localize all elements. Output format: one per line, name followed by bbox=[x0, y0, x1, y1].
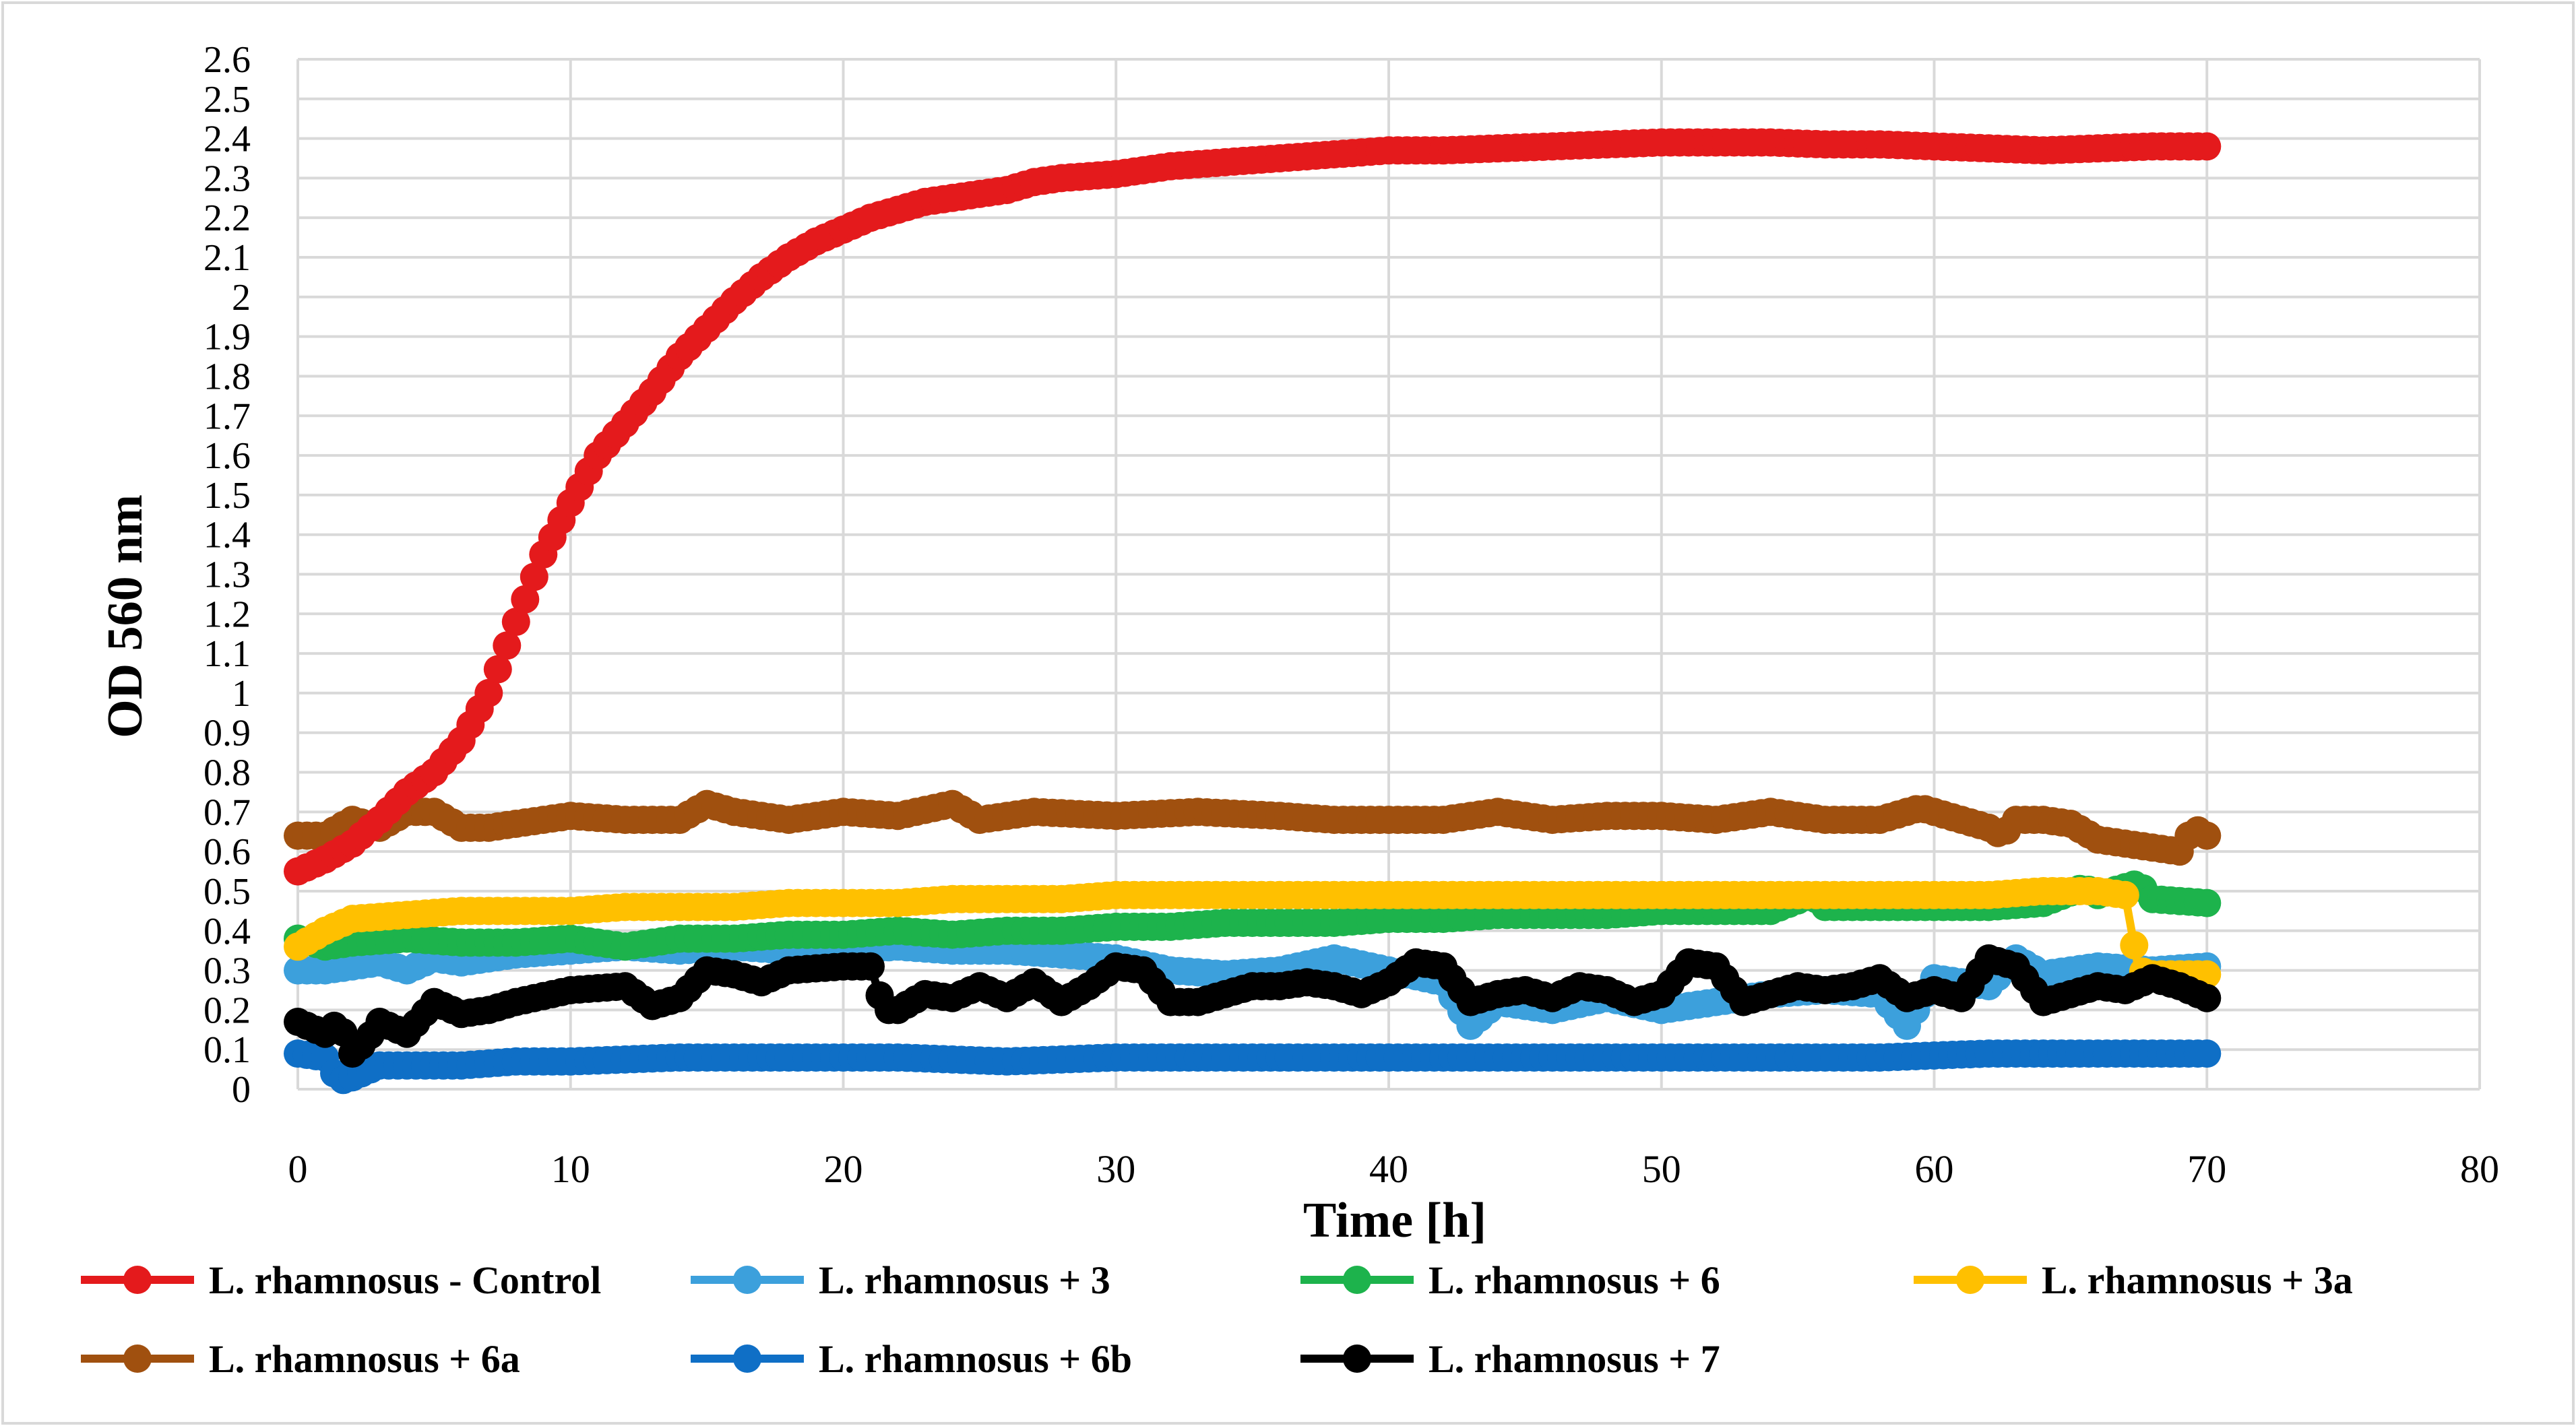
y-tick-label: 2 bbox=[232, 277, 251, 319]
y-tick-label: 1.5 bbox=[203, 475, 251, 517]
legend: L. rhamnosus - Control L. rhamnosus + 3 L.… bbox=[81, 1258, 2353, 1381]
y-tick-label: 0.3 bbox=[203, 950, 251, 992]
data-point bbox=[483, 655, 512, 684]
y-tick-label: 0.6 bbox=[203, 831, 251, 873]
y-tick-label: 1.1 bbox=[203, 633, 251, 675]
data-point bbox=[511, 585, 540, 614]
legend-label: L. rhamnosus + 6 bbox=[1428, 1258, 1720, 1302]
y-tick-label: 0.9 bbox=[203, 713, 251, 754]
legend-label: L. rhamnosus + 3a bbox=[2042, 1258, 2353, 1302]
y-tick-label: 1.4 bbox=[203, 515, 251, 556]
series-5 bbox=[284, 789, 2222, 866]
y-tick-label: 2.3 bbox=[203, 158, 251, 199]
y-tick-label: 2.6 bbox=[203, 39, 251, 81]
y-tick-label: 0.4 bbox=[203, 911, 251, 952]
legend-marker bbox=[733, 1344, 761, 1373]
x-tick-label: 50 bbox=[1642, 1147, 1681, 1191]
data-point bbox=[2193, 821, 2222, 850]
legend-marker bbox=[123, 1266, 152, 1294]
series-7 bbox=[284, 944, 2222, 1068]
data-point bbox=[2120, 931, 2149, 960]
legend-marker bbox=[1343, 1266, 1371, 1294]
series-6 bbox=[284, 1039, 2222, 1095]
legend-label: L. rhamnosus + 6a bbox=[209, 1337, 520, 1381]
legend-marker bbox=[123, 1344, 152, 1373]
y-tick-label: 0.1 bbox=[203, 1029, 251, 1071]
y-tick-label: 0.7 bbox=[203, 791, 251, 833]
legend-label: L. rhamnosus - Control bbox=[209, 1258, 601, 1302]
data-point bbox=[474, 678, 503, 707]
x-tick-label: 30 bbox=[1096, 1147, 1135, 1191]
legend-item: L. rhamnosus - Control bbox=[81, 1258, 601, 1302]
y-tick-label: 1.9 bbox=[203, 317, 251, 358]
legend-marker bbox=[1343, 1344, 1371, 1373]
data-point bbox=[2193, 983, 2222, 1012]
series-layer bbox=[284, 128, 2222, 1095]
data-point bbox=[2193, 1039, 2222, 1068]
legend-item: L. rhamnosus + 6b bbox=[691, 1337, 1132, 1381]
y-tick-label: 2.2 bbox=[203, 197, 251, 239]
y-tick-label: 0.5 bbox=[203, 871, 251, 913]
x-tick-label: 70 bbox=[2187, 1147, 2226, 1191]
y-tick-label: 0.8 bbox=[203, 752, 251, 794]
data-point bbox=[856, 952, 885, 981]
x-tick-label: 20 bbox=[824, 1147, 863, 1191]
data-point bbox=[501, 608, 530, 637]
data-point bbox=[2193, 888, 2222, 917]
legend-item: L. rhamnosus + 3 bbox=[691, 1258, 1110, 1302]
y-tick-label: 1.7 bbox=[203, 395, 251, 437]
legend-label: L. rhamnosus + 6b bbox=[819, 1337, 1132, 1381]
x-tick-label: 80 bbox=[2460, 1147, 2499, 1191]
y-axis-ticks: 00.10.20.30.40.50.60.70.80.911.11.21.31.… bbox=[203, 39, 251, 1111]
x-tick-label: 0 bbox=[288, 1147, 308, 1191]
y-tick-label: 1.3 bbox=[203, 554, 251, 596]
legend-marker bbox=[1956, 1266, 1984, 1294]
x-tick-label: 60 bbox=[1915, 1147, 1954, 1191]
legend-item: L. rhamnosus + 3a bbox=[1914, 1258, 2353, 1302]
y-tick-label: 2.4 bbox=[203, 119, 251, 160]
series-4 bbox=[284, 877, 2222, 989]
data-point bbox=[2193, 132, 2222, 161]
y-tick-label: 1.6 bbox=[203, 435, 251, 477]
x-tick-label: 10 bbox=[551, 1147, 590, 1191]
legend-marker bbox=[733, 1266, 761, 1294]
y-tick-label: 1.2 bbox=[203, 593, 251, 635]
legend-item: L. rhamnosus + 6 bbox=[1300, 1258, 1720, 1302]
data-point bbox=[493, 631, 522, 660]
legend-item: L. rhamnosus + 6a bbox=[81, 1337, 520, 1381]
data-point bbox=[2110, 880, 2139, 909]
legend-item: L. rhamnosus + 7 bbox=[1300, 1337, 1720, 1381]
legend-label: L. rhamnosus + 3 bbox=[819, 1258, 1110, 1302]
y-tick-label: 0.2 bbox=[203, 990, 251, 1031]
x-axis-title: Time [h] bbox=[1303, 1193, 1486, 1248]
legend-label: L. rhamnosus + 7 bbox=[1428, 1337, 1720, 1381]
y-tick-label: 2.1 bbox=[203, 237, 251, 279]
y-tick-label: 1 bbox=[232, 673, 251, 715]
y-axis-title: OD 560 nm bbox=[98, 494, 153, 738]
x-tick-label: 40 bbox=[1369, 1147, 1408, 1191]
series-1 bbox=[284, 128, 2222, 886]
y-tick-label: 2.5 bbox=[203, 79, 251, 121]
y-tick-label: 1.8 bbox=[203, 356, 251, 397]
x-axis-ticks: 0 10 20 30 40 50 60 70 80 bbox=[288, 1147, 2500, 1191]
data-point bbox=[520, 562, 548, 591]
y-tick-label: 0 bbox=[232, 1069, 251, 1111]
